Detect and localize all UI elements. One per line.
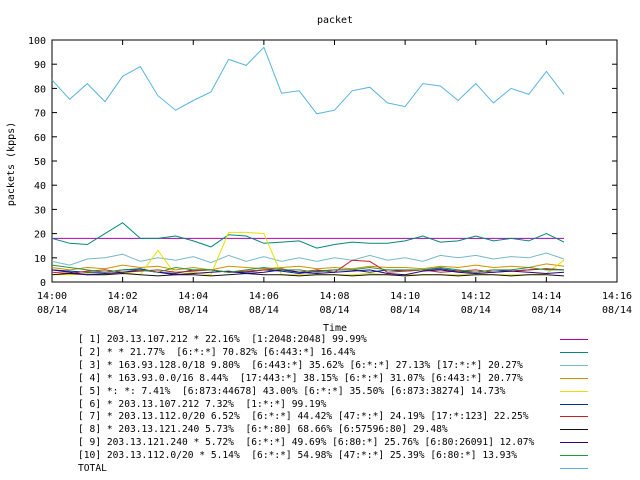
series-line-8 (51, 272, 565, 277)
x-tick-label-date: 08/14 (531, 305, 561, 316)
x-tick-label-time: 14:04 (178, 291, 208, 302)
legend-swatch (560, 364, 588, 366)
legend-entry: [ 3] * 163.93.128.0/18 9.80% [6:443:*] 3… (0, 359, 640, 372)
legend-swatch (560, 351, 588, 353)
y-tick-label: 90 (34, 60, 46, 71)
legend-swatch (560, 390, 588, 392)
x-axis-label: Time (323, 323, 347, 333)
y-tick-label: 0 (40, 278, 46, 289)
legend-label: TOTAL (78, 463, 107, 474)
series-line-10 (51, 264, 564, 273)
y-axis-label: packets (kpps) (6, 122, 17, 206)
legend-swatch (560, 429, 588, 431)
y-tick-label: 20 (34, 230, 46, 241)
y-tick-label: 100 (28, 36, 46, 47)
legend-entry: [ 5] *: *: 7.41% [6:873:44678] 43.00% [6… (0, 385, 640, 398)
legend-label: [ 3] * 163.93.128.0/18 9.80% [6:443:*] 3… (78, 359, 523, 371)
series-line-4 (51, 263, 565, 271)
legend-swatch (560, 339, 588, 340)
legend-label: [ 5] *: *: 7.41% [6:873:44678] 43.00% [6… (78, 385, 506, 397)
x-tick-label-time: 14:16 (602, 291, 632, 302)
legend-label: [ 1] 203.13.107.212 * 22.16% [1:2048:204… (78, 334, 367, 345)
x-tick-label-date: 08/14 (37, 305, 67, 316)
x-axis-ticks: 14:00 08/14 14:02 08/14 14:04 08/14 14:06 08/14… (37, 40, 632, 316)
x-tick-label-date: 08/14 (108, 305, 138, 316)
legend-entry: [ 9] 203.13.121.240 * 5.72% [6:*:*] 49.6… (0, 436, 640, 449)
plot-area-frame (51, 39, 618, 283)
legend-entry: [ 2] * * 21.77% [6:*:*] 70.82% [6:443:*]… (0, 346, 640, 359)
packet-chart: packet packets (kpps) Time 0 10 20 30 40 50 60… (6, 15, 632, 333)
x-tick-label-date: 08/14 (390, 305, 420, 316)
legend-swatch (560, 468, 588, 469)
x-tick-label-time: 14:06 (249, 291, 279, 302)
legend-entry: TOTAL (0, 462, 640, 475)
x-tick-label-time: 14:12 (461, 291, 491, 302)
x-tick-label-date: 08/14 (319, 305, 349, 316)
series-line-2 (51, 222, 565, 249)
legend-label: [ 9] 203.13.121.240 * 5.72% [6:*:*] 49.6… (78, 437, 535, 449)
legend-swatch (560, 403, 588, 405)
chart-title: packet (317, 15, 353, 26)
x-tick-label-date: 08/14 (602, 305, 632, 316)
legend-entry: [ 6] * 203.13.107.212 7.32% [1:*:*] 99.1… (0, 398, 640, 411)
legend-entry: [ 7] * 203.13.112.0/20 6.52% [6:*:*] 44.… (0, 410, 640, 423)
y-tick-label: 70 (34, 109, 46, 120)
legend-label: [ 8] * 203.13.121.240 5.73% [6:*:80] 68.… (78, 424, 448, 436)
legend-swatch (560, 377, 588, 379)
y-tick-label: 50 (34, 157, 46, 168)
legend-swatch (560, 455, 588, 457)
legend-swatch (560, 416, 588, 418)
legend-entry: [10] 203.13.112.0/20 * 5.14% [6:*:*] 54.… (0, 449, 640, 462)
y-tick-label: 80 (34, 84, 46, 95)
legend-label: [10] 203.13.112.0/20 * 5.14% [6:*:*] 54.… (78, 450, 517, 462)
x-tick-label-date: 08/14 (178, 305, 208, 316)
x-tick-label-time: 14:08 (319, 291, 349, 302)
legend-label: [ 2] * * 21.77% [6:*:*] 70.82% [6:443:*]… (78, 346, 356, 358)
legend-label: [ 7] * 203.13.112.0/20 6.52% [6:*:*] 44.… (78, 411, 529, 423)
legend-entry: [ 4] * 163.93.0.0/16 8.44% [17:443:*] 38… (0, 372, 640, 385)
x-tick-label-date: 08/14 (461, 305, 491, 316)
legend-swatch (560, 442, 588, 444)
series-line-3 (51, 252, 565, 266)
y-tick-label: 60 (34, 133, 46, 144)
y-tick-label: 10 (34, 254, 46, 265)
x-tick-label-time: 14:10 (390, 291, 420, 302)
series-lines (51, 46, 565, 277)
x-tick-label-time: 14:02 (108, 291, 138, 302)
legend-label: [ 6] * 203.13.107.212 7.32% [1:*:*] 99.1… (78, 398, 327, 410)
x-tick-label-time: 14:00 (37, 291, 67, 302)
legend-entry: [ 8] * 203.13.121.240 5.73% [6:*:80] 68.… (0, 423, 640, 436)
x-tick-label-date: 08/14 (249, 305, 279, 316)
legend-entry: [ 1] 203.13.107.212 * 22.16% [1:2048:204… (0, 333, 640, 346)
series-line-11 (51, 46, 565, 115)
legend-label: [ 4] * 163.93.0.0/16 8.44% [17:443:*] 38… (78, 372, 523, 384)
y-axis-ticks: 0 10 20 30 40 50 60 70 80 90 100 (28, 36, 617, 289)
x-tick-label-time: 14:14 (531, 291, 561, 302)
y-tick-label: 30 (34, 205, 46, 216)
y-tick-label: 40 (34, 181, 46, 192)
